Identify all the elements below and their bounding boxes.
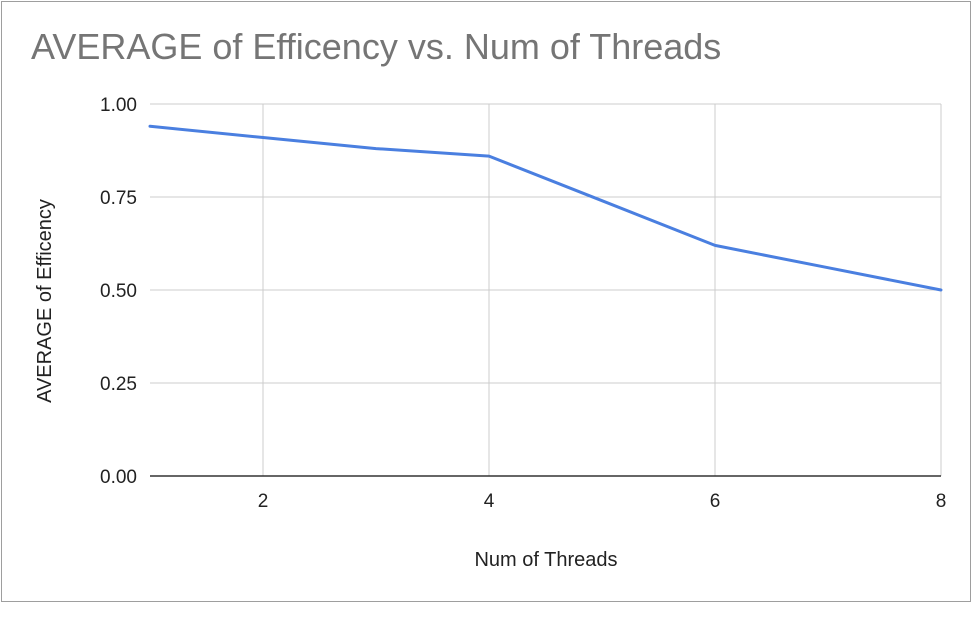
x-axis-label: Num of Threads bbox=[474, 549, 617, 571]
chart-frame bbox=[1, 1, 971, 602]
x-tick-label: 2 bbox=[258, 491, 269, 512]
y-tick-label: 1.00 bbox=[100, 95, 137, 116]
series-layer bbox=[148, 124, 943, 292]
y-tick-label: 0.25 bbox=[100, 374, 137, 395]
y-tick-label: 0.75 bbox=[100, 188, 137, 209]
chart-title: AVERAGE of Efficency vs. Num of Threads bbox=[31, 26, 722, 67]
y-tick-label: 0.50 bbox=[100, 281, 137, 302]
x-tick-label: 6 bbox=[710, 491, 721, 512]
grid bbox=[150, 103, 942, 476]
x-tick-label: 4 bbox=[484, 491, 495, 512]
y-axis-label: AVERAGE of Efficency bbox=[34, 199, 56, 403]
labels: Num of Threads AVERAGE of Efficency 0.00… bbox=[34, 95, 946, 571]
series-line bbox=[148, 124, 943, 292]
y-tick-label: 0.00 bbox=[100, 467, 137, 488]
x-tick-label: 8 bbox=[936, 491, 947, 512]
